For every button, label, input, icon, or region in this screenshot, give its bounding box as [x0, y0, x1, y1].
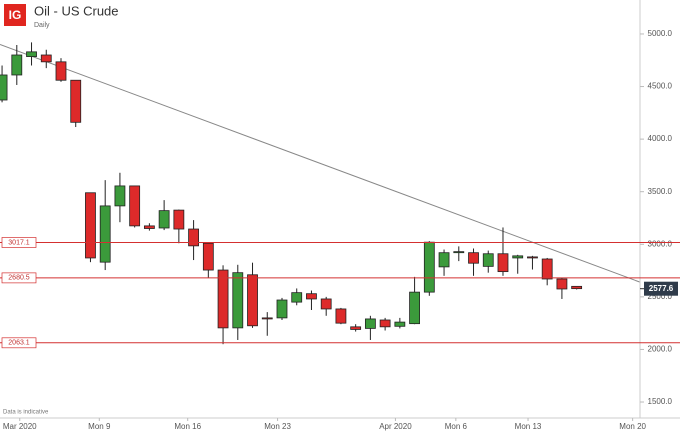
- x-tick-label: Mon 9: [88, 422, 111, 431]
- plot: [0, 42, 641, 345]
- candle-body: [468, 252, 479, 264]
- candle-body: [99, 205, 111, 263]
- candle-body: [423, 241, 435, 293]
- candle-body: [129, 185, 141, 227]
- candle-body: [0, 74, 8, 101]
- candle-body: [173, 209, 185, 230]
- candle-body: [350, 326, 362, 330]
- last-price-label: 2577.6: [649, 284, 674, 293]
- candle-body: [158, 210, 170, 229]
- candle-body: [85, 192, 96, 259]
- candle-body: [232, 272, 244, 329]
- logo-box: [4, 4, 26, 26]
- level-label: 3017.1: [8, 239, 30, 246]
- candle-body: [541, 258, 553, 280]
- x-tick-label: Mon 6: [445, 422, 468, 431]
- x-tick-label: Mon 13: [515, 422, 542, 431]
- candle-body: [527, 256, 538, 259]
- level-label: 2680.5: [8, 275, 30, 282]
- y-tick-label: 5000.0: [648, 29, 673, 38]
- candle-body: [482, 253, 494, 267]
- candle-body: [202, 242, 214, 271]
- candle-body: [114, 185, 126, 207]
- candle-body: [438, 252, 450, 268]
- note: Data is indicative: [3, 410, 49, 416]
- chart-subtitle: Daily: [34, 22, 50, 29]
- candle-body: [556, 278, 568, 290]
- x-tick-label: Mon 16: [174, 422, 201, 431]
- y-tick-label: 4000.0: [648, 134, 673, 143]
- candle-body: [320, 298, 332, 310]
- y-tick-label: 3000.0: [648, 239, 673, 248]
- x-tick-label: Mar 2020: [3, 422, 37, 431]
- x-tick-label: Mon 23: [264, 422, 291, 431]
- chart-title: Oil - US Crude: [34, 3, 119, 18]
- candle-body: [409, 291, 420, 325]
- logo: IG: [9, 8, 22, 22]
- y-tick-label: 2000.0: [648, 345, 673, 354]
- level-label-box: [1, 272, 37, 284]
- candle-body: [11, 54, 23, 76]
- y-tick-label: 2500.0: [648, 292, 673, 301]
- candle-body: [291, 292, 303, 303]
- y-tick-label: 4500.0: [648, 82, 673, 91]
- candle-body: [306, 293, 317, 300]
- candle-body: [40, 54, 52, 63]
- candle-body: [453, 251, 465, 254]
- candle-body: [188, 228, 199, 247]
- candle-body: [276, 299, 288, 319]
- level-label-box: [1, 237, 37, 248]
- candle-body: [261, 317, 273, 320]
- y-tick-label: 3500.0: [648, 187, 673, 196]
- candle-body: [497, 253, 509, 273]
- candle-body: [394, 321, 406, 327]
- level-label: 2063.1: [8, 340, 30, 347]
- x-tick-label: Mon 20: [619, 422, 646, 431]
- y-tick-label: 1500.0: [648, 397, 673, 406]
- candle-body: [364, 318, 376, 329]
- candle-body: [143, 225, 155, 229]
- candle-body: [379, 319, 391, 328]
- last-price-box: [644, 281, 678, 296]
- candle-body: [55, 61, 67, 81]
- candle-body: [217, 269, 229, 329]
- candle-body: [335, 308, 347, 324]
- candle-body: [571, 285, 583, 290]
- x-tick-label: Apr 2020: [379, 422, 412, 431]
- candle-body: [26, 51, 37, 57]
- candle-body: [247, 274, 258, 327]
- candle-body: [512, 255, 524, 259]
- candle-body: [70, 79, 82, 123]
- level-label-box: [1, 337, 37, 349]
